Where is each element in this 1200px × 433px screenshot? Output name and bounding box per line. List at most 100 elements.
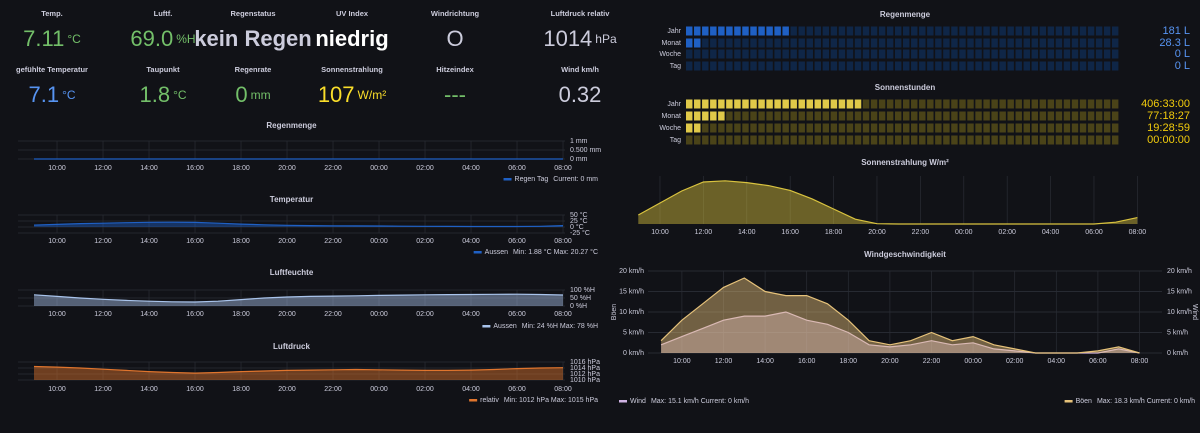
gauge-cell bbox=[694, 61, 701, 71]
gauge-cell-filled bbox=[710, 99, 717, 109]
gauge-cell bbox=[758, 49, 765, 59]
gauge-cell bbox=[983, 26, 990, 36]
stat-number: 0.32 bbox=[559, 82, 602, 107]
gauge-cell bbox=[927, 49, 934, 59]
gauge-cell bbox=[1047, 123, 1055, 133]
stat-value: 107 W/m² bbox=[318, 82, 386, 107]
gauge-cell bbox=[1055, 135, 1063, 145]
x-tick-label: 10:00 bbox=[48, 311, 66, 318]
gauge-cell bbox=[911, 123, 918, 133]
gauge-cell bbox=[1103, 111, 1111, 121]
x-tick-label: 04:00 bbox=[462, 165, 480, 172]
gauge-cell bbox=[766, 135, 773, 145]
gauge-cell bbox=[935, 26, 942, 36]
gauge-cell bbox=[975, 26, 982, 36]
stat-title: Wind km/h bbox=[561, 65, 599, 74]
gauge-cell bbox=[999, 26, 1006, 36]
gauge-cell bbox=[959, 49, 966, 59]
gauge-cell bbox=[1055, 111, 1063, 121]
gauge-cell bbox=[782, 49, 789, 59]
y-tick-label: 15 km/h bbox=[619, 288, 644, 295]
gauge-cell-filled bbox=[718, 99, 725, 109]
gauge-cell-filled bbox=[758, 99, 765, 109]
series-line bbox=[660, 277, 1140, 354]
stat-title: Regenstatus bbox=[230, 9, 275, 18]
gauge-cell bbox=[967, 123, 974, 133]
gauge-cell-filled bbox=[838, 99, 846, 109]
y-tick-label: 0.500 mm bbox=[570, 147, 601, 154]
gauge-cell bbox=[750, 49, 757, 59]
gauge-cell bbox=[1103, 61, 1111, 71]
gauge-cell bbox=[911, 26, 918, 36]
gauge-cell bbox=[1007, 61, 1014, 71]
x-tick-label: 18:00 bbox=[232, 165, 250, 172]
stat-title: Hitzeindex bbox=[436, 65, 474, 74]
gauge-cell-filled bbox=[774, 26, 781, 36]
gauge-cell bbox=[1039, 26, 1047, 36]
gauge-cell bbox=[686, 61, 693, 71]
gauge-cell bbox=[854, 123, 862, 133]
gauge-cell-filled bbox=[822, 99, 830, 109]
gauge-cell bbox=[1095, 135, 1103, 145]
legend-entry: relativ Min: 1012 hPa Max: 1015 hPa bbox=[480, 397, 598, 404]
x-tick-label: 02:00 bbox=[416, 238, 434, 245]
gauge-cell-filled bbox=[790, 99, 797, 109]
gauge-cell bbox=[1087, 123, 1095, 133]
gauge-cell bbox=[1015, 26, 1022, 36]
gauge-cell bbox=[967, 135, 974, 145]
gauge-cell bbox=[1039, 123, 1047, 133]
gauge-cell bbox=[975, 38, 982, 48]
gauge-cell bbox=[943, 135, 950, 145]
gauge-cell bbox=[758, 61, 765, 71]
gauge-cell bbox=[927, 38, 934, 48]
series-area bbox=[34, 222, 564, 227]
x-tick-label: 20:00 bbox=[278, 165, 296, 172]
x-tick-label: 06:00 bbox=[1089, 358, 1107, 365]
gauge-cell bbox=[999, 135, 1006, 145]
gauge-cell bbox=[862, 26, 870, 36]
gauge-cell bbox=[806, 111, 813, 121]
panel-title: Regenmenge bbox=[266, 121, 317, 130]
gauge-cell bbox=[726, 135, 733, 145]
legend-name: Aussen bbox=[485, 249, 508, 256]
gauge-cell bbox=[782, 38, 789, 48]
x-tick-label: 16:00 bbox=[186, 386, 204, 393]
gauge-cell bbox=[927, 135, 934, 145]
gauge-cell bbox=[878, 123, 886, 133]
gauge-cell bbox=[983, 123, 990, 133]
legend-stats: Min: 24 %H Max: 78 %H bbox=[522, 323, 598, 330]
gauge-value: 19:28:59 bbox=[1147, 122, 1190, 134]
x-tick-label: 20:00 bbox=[881, 358, 899, 365]
gauge-cell bbox=[742, 38, 749, 48]
y-tick-label: 25 °C bbox=[570, 217, 588, 225]
gauge-cell bbox=[943, 26, 950, 36]
x-tick-label: 10:00 bbox=[48, 165, 66, 172]
x-tick-label: 18:00 bbox=[232, 386, 250, 393]
y-tick-label: 50 %H bbox=[570, 295, 591, 302]
gauge-cell bbox=[1071, 38, 1079, 48]
gauge-cell bbox=[967, 26, 974, 36]
gauge-cell bbox=[1039, 49, 1047, 59]
gauge-cell bbox=[1071, 61, 1079, 71]
gauge-cell bbox=[750, 111, 757, 121]
stat-number: O bbox=[446, 26, 463, 51]
x-tick-label: 06:00 bbox=[508, 238, 526, 245]
gauge-cell bbox=[1055, 49, 1063, 59]
gauge-cell bbox=[1103, 99, 1111, 109]
x-tick-label: 02:00 bbox=[416, 165, 434, 172]
stat-value: --- bbox=[444, 82, 466, 107]
gauge-cell bbox=[894, 49, 902, 59]
gauge-cell bbox=[798, 111, 805, 121]
gauge-cell bbox=[814, 49, 822, 59]
y-tick-label: 1012 hPa bbox=[570, 371, 600, 378]
x-tick-label: 12:00 bbox=[695, 229, 713, 236]
gauge-cell bbox=[991, 26, 998, 36]
stat-value: niedrig bbox=[315, 26, 388, 51]
gauge-cell bbox=[790, 61, 797, 71]
gauge-cell bbox=[951, 123, 958, 133]
gauge-cell bbox=[1055, 38, 1063, 48]
gauge-cell bbox=[1023, 49, 1030, 59]
gauge-cell bbox=[862, 61, 870, 71]
legend-name: Böen bbox=[1076, 398, 1092, 405]
gauge-cell bbox=[814, 26, 822, 36]
